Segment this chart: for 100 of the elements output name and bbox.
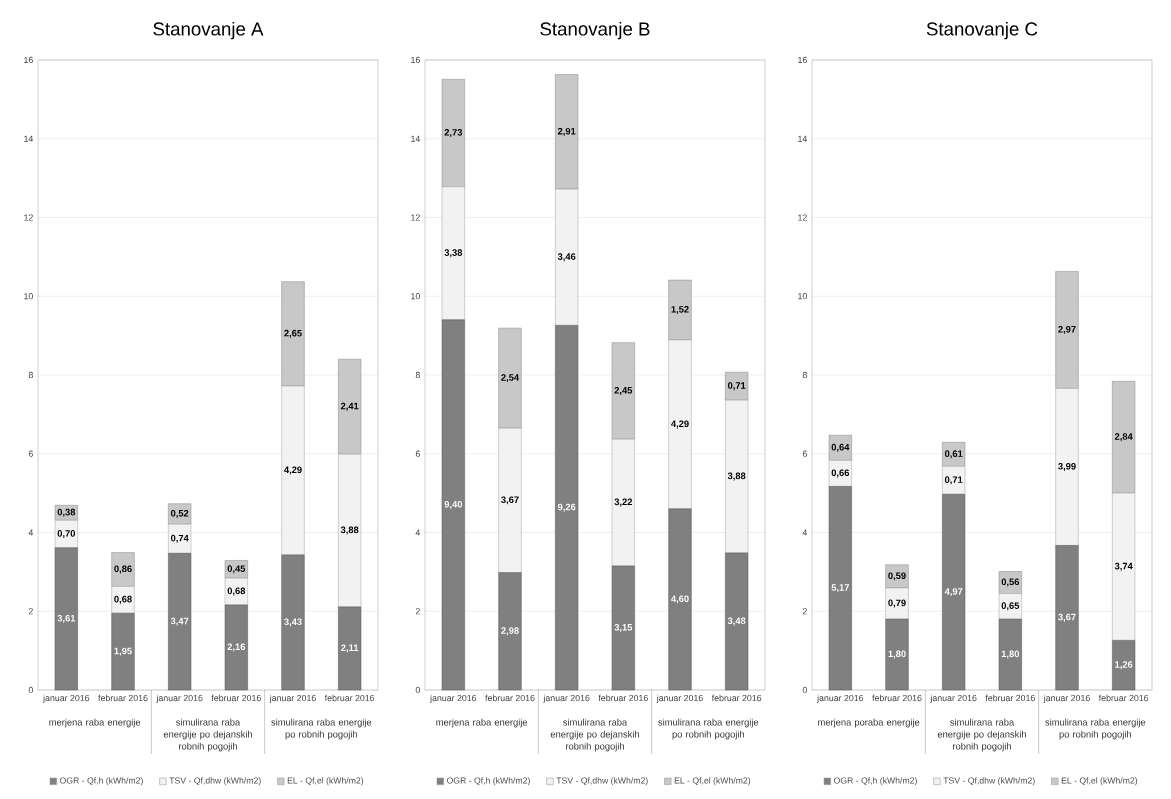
- data-label: 0,71: [944, 476, 963, 485]
- bar: [224, 560, 248, 579]
- x-tick-label: februar 2016: [485, 694, 535, 702]
- bar: [224, 604, 248, 691]
- x-tick-label: februar 2016: [711, 694, 762, 702]
- bar: [668, 279, 692, 341]
- data-label: 3,47: [170, 617, 189, 626]
- bar: [281, 281, 305, 387]
- x-tick-label: februar 2016: [872, 694, 922, 702]
- data-label: 2,16: [227, 643, 246, 652]
- legend-label: EL - Qf,el (kWh/m2): [1061, 777, 1138, 786]
- bar: [224, 577, 248, 606]
- y-tick-label: 12: [798, 214, 807, 221]
- data-label: 9,40: [444, 500, 463, 509]
- data-label: 2,54: [501, 374, 520, 383]
- x-tick-label: januar 2016: [42, 694, 90, 703]
- text: simulirana raba energije po dejanskih robnih pogojih: [550, 718, 639, 752]
- data-label: 3,43: [284, 618, 302, 627]
- bar: [441, 186, 465, 321]
- y-tick-label: 0: [28, 686, 33, 694]
- data-label: 0,45: [227, 565, 246, 574]
- text: merjena raba energije: [436, 718, 528, 728]
- bar: [281, 385, 305, 556]
- data-label: 2,11: [341, 644, 359, 653]
- y-tick-label: 16: [411, 56, 420, 64]
- data-label: 0,70: [57, 530, 76, 539]
- x-tick-label: februar 2016: [1098, 694, 1149, 702]
- bar: [498, 572, 522, 691]
- bar: [441, 79, 465, 188]
- bar: [338, 453, 362, 608]
- bar: [611, 565, 635, 691]
- bar: [998, 618, 1022, 691]
- y-tick-label: 10: [798, 293, 807, 300]
- y-tick-label: 2: [28, 608, 33, 615]
- bar: [111, 552, 135, 587]
- data-label: 0,79: [888, 599, 906, 608]
- data-label: 2,97: [1058, 325, 1076, 334]
- legend-label: EL - Qf,el (kWh/m2): [674, 777, 751, 786]
- bar: [1055, 545, 1079, 691]
- y-tick-label: 10: [24, 293, 33, 300]
- legend-label: EL - Qf,el (kWh/m2): [287, 777, 364, 786]
- data-label: 3,67: [1058, 613, 1076, 622]
- data-label: 0,64: [831, 443, 850, 452]
- y-tick-label: 12: [411, 214, 420, 221]
- bar: [555, 188, 579, 326]
- bar: [828, 460, 852, 487]
- data-label: 3,61: [57, 614, 76, 623]
- bar: [54, 520, 78, 549]
- bar: [338, 358, 362, 455]
- data-label: 3,88: [340, 526, 359, 535]
- x-tick-label: januar 2016: [543, 694, 590, 703]
- text: simulirana raba energije po robnih pogojih: [271, 718, 372, 740]
- data-label: 1,52: [671, 306, 689, 314]
- data-label: 0,86: [114, 565, 132, 574]
- data-label: 0,38: [57, 508, 76, 517]
- y-tick-label: 4: [802, 529, 808, 536]
- data-label: 0,74: [170, 534, 189, 543]
- text: simulirana raba energije po dejanskih robnih pogojih: [163, 718, 252, 752]
- data-label: 1,80: [888, 650, 906, 659]
- legend-label: TSV - Qf,dhw (kWh/m2): [556, 777, 648, 786]
- bar: [555, 74, 579, 190]
- y-tick-label: 4: [415, 529, 421, 536]
- data-label: 5,17: [831, 584, 849, 593]
- data-label: 2,84: [1114, 433, 1133, 442]
- data-label: 2,45: [614, 386, 633, 395]
- bar: [1112, 381, 1136, 494]
- y-tick-label: 14: [411, 135, 421, 142]
- bar: [668, 339, 692, 510]
- bar: [611, 342, 635, 440]
- data-label: 1,26: [1115, 661, 1133, 670]
- data-label: 9,26: [557, 503, 576, 512]
- x-tick-label: januar 2016: [1043, 694, 1090, 703]
- bar: [555, 325, 579, 691]
- y-tick-label: 2: [415, 608, 420, 615]
- y-tick-label: 14: [798, 135, 808, 142]
- data-label: 2,98: [501, 627, 519, 636]
- y-tick-label: 6: [28, 450, 33, 457]
- x-tick-label: januar 2016: [269, 694, 316, 703]
- data-label: 0,52: [170, 510, 189, 518]
- bar: [998, 593, 1022, 620]
- data-label: 3,99: [1058, 462, 1076, 471]
- bar: [498, 427, 522, 573]
- y-tick-label: 14: [24, 135, 34, 142]
- bar: [725, 399, 749, 554]
- data-label: 3,67: [501, 496, 519, 505]
- data-label: 3,15: [614, 624, 633, 632]
- y-tick-label: 10: [411, 293, 420, 300]
- chart-title: Stanovanje A: [153, 21, 264, 40]
- bar: [998, 571, 1022, 594]
- data-label: 2,91: [557, 127, 576, 136]
- y-tick-label: 0: [415, 686, 420, 694]
- bar: [725, 371, 749, 401]
- y-tick-label: 2: [802, 608, 807, 615]
- bar: [54, 547, 78, 691]
- text: merjena poraba energije: [818, 718, 920, 728]
- data-label: 3,74: [1114, 562, 1133, 571]
- data-label: 0,56: [1001, 578, 1020, 587]
- bar: [441, 319, 465, 691]
- data-label: 3,48: [727, 617, 746, 626]
- bar: [668, 508, 692, 691]
